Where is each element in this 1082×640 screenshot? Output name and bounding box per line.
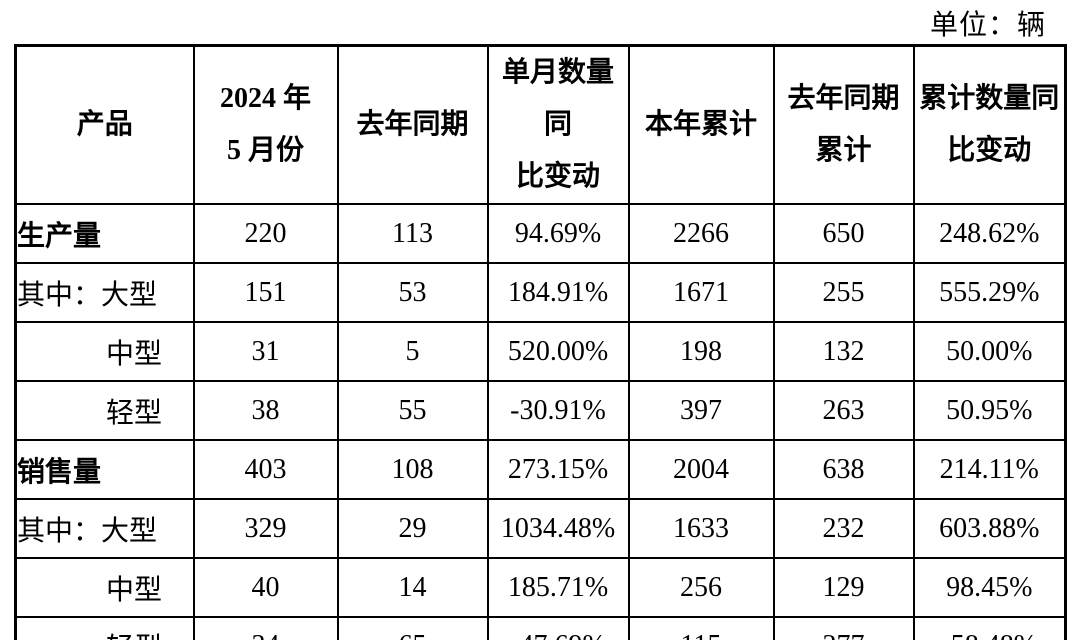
row-sales-medium: 中型 40 14 185.71% 256 129 98.45% <box>14 557 1067 618</box>
table-header-row: 产品 2024 年 5 月份 去年同期 单月数量同 比变动 本年累计 去年同期 <box>14 44 1067 205</box>
cell: 185.71% <box>486 557 630 618</box>
header-product: 产品 <box>14 44 195 205</box>
row-label: 其中：大型 <box>14 262 195 323</box>
row-production-large: 其中：大型 151 53 184.91% 1671 255 555.29% <box>14 262 1067 323</box>
cell: 220 <box>192 203 339 264</box>
header-monthly-yoy-change: 单月数量同 比变动 <box>486 44 630 205</box>
row-label: 中型 <box>14 557 195 618</box>
cell: 31 <box>192 321 339 382</box>
cell: 29 <box>336 498 489 559</box>
cell: 1034.48% <box>486 498 630 559</box>
header-text-line2: 5 月份 <box>226 135 304 166</box>
cell: 255 <box>772 262 915 323</box>
cell: 2266 <box>627 203 775 264</box>
header-text-line1: 累计数量同 <box>919 83 1060 114</box>
cell: 214.11% <box>912 439 1067 500</box>
row-label: 销售量 <box>14 439 195 500</box>
cell: 129 <box>772 557 915 618</box>
header-text-line1: 2024 年 <box>219 83 311 114</box>
header-text-line1: 去年同期 <box>787 83 900 114</box>
row-production: 生产量 220 113 94.69% 2266 650 248.62% <box>14 203 1067 264</box>
cell: 132 <box>772 321 915 382</box>
row-label: 生产量 <box>14 203 195 264</box>
cell: 55 <box>336 380 489 441</box>
cell: 14 <box>336 557 489 618</box>
cell: 397 <box>627 380 775 441</box>
cell: 603.88% <box>912 498 1067 559</box>
cell: 277 <box>772 616 915 640</box>
production-sales-table: 产品 2024 年 5 月份 去年同期 单月数量同 比变动 本年累计 去年同期 <box>14 44 1067 640</box>
cell: 113 <box>336 203 489 264</box>
cell: 151 <box>192 262 339 323</box>
cell: 232 <box>772 498 915 559</box>
cell: 5 <box>336 321 489 382</box>
row-label: 轻型 <box>14 380 195 441</box>
row-label: 轻型 <box>14 616 195 640</box>
cell: 263 <box>772 380 915 441</box>
cell: 65 <box>336 616 489 640</box>
cell: 108 <box>336 439 489 500</box>
cell: 115 <box>627 616 775 640</box>
row-production-light: 轻型 38 55 -30.91% 397 263 50.95% <box>14 380 1067 441</box>
cell: 650 <box>772 203 915 264</box>
header-current-month: 2024 年 5 月份 <box>192 44 339 205</box>
cell: 198 <box>627 321 775 382</box>
cell: 638 <box>772 439 915 500</box>
row-label: 其中：大型 <box>14 498 195 559</box>
header-text: 本年累计 <box>644 109 757 140</box>
cell: 256 <box>627 557 775 618</box>
row-sales: 销售量 403 108 273.15% 2004 638 214.11% <box>14 439 1067 500</box>
header-ytd-total: 本年累计 <box>627 44 775 205</box>
unit-label: 单位：辆 <box>929 10 1046 41</box>
cell: -47.69% <box>486 616 630 640</box>
header-last-year-ytd: 去年同期 累计 <box>772 44 915 205</box>
cell: 38 <box>192 380 339 441</box>
cell: 2004 <box>627 439 775 500</box>
cell: 1671 <box>627 262 775 323</box>
cell: -30.91% <box>486 380 630 441</box>
cell: 273.15% <box>486 439 630 500</box>
cell: 1633 <box>627 498 775 559</box>
cell: 555.29% <box>912 262 1067 323</box>
cell: 50.95% <box>912 380 1067 441</box>
row-production-medium: 中型 31 5 520.00% 198 132 50.00% <box>14 321 1067 382</box>
header-last-year-same-period: 去年同期 <box>336 44 489 205</box>
cell: 34 <box>192 616 339 640</box>
header-text-line2: 比变动 <box>515 161 600 192</box>
header-text-line2: 比变动 <box>947 135 1032 166</box>
cell: 248.62% <box>912 203 1067 264</box>
cell: 403 <box>192 439 339 500</box>
cell: 98.45% <box>912 557 1067 618</box>
cell: 184.91% <box>486 262 630 323</box>
cell: 53 <box>336 262 489 323</box>
cell: 329 <box>192 498 339 559</box>
row-label: 中型 <box>14 321 195 382</box>
header-text: 产品 <box>76 109 133 140</box>
header-cumulative-yoy-change: 累计数量同 比变动 <box>912 44 1067 205</box>
row-sales-large: 其中：大型 329 29 1034.48% 1633 232 603.88% <box>14 498 1067 559</box>
row-sales-light: 轻型 34 65 -47.69% 115 277 -58.48% <box>14 616 1067 640</box>
cell: 50.00% <box>912 321 1067 382</box>
cell: -58.48% <box>912 616 1067 640</box>
cell: 40 <box>192 557 339 618</box>
header-text: 去年同期 <box>356 109 469 140</box>
header-text-line2: 累计 <box>815 135 872 166</box>
cell: 520.00% <box>486 321 630 382</box>
cell: 94.69% <box>486 203 630 264</box>
header-text-line1: 单月数量同 <box>501 57 614 140</box>
